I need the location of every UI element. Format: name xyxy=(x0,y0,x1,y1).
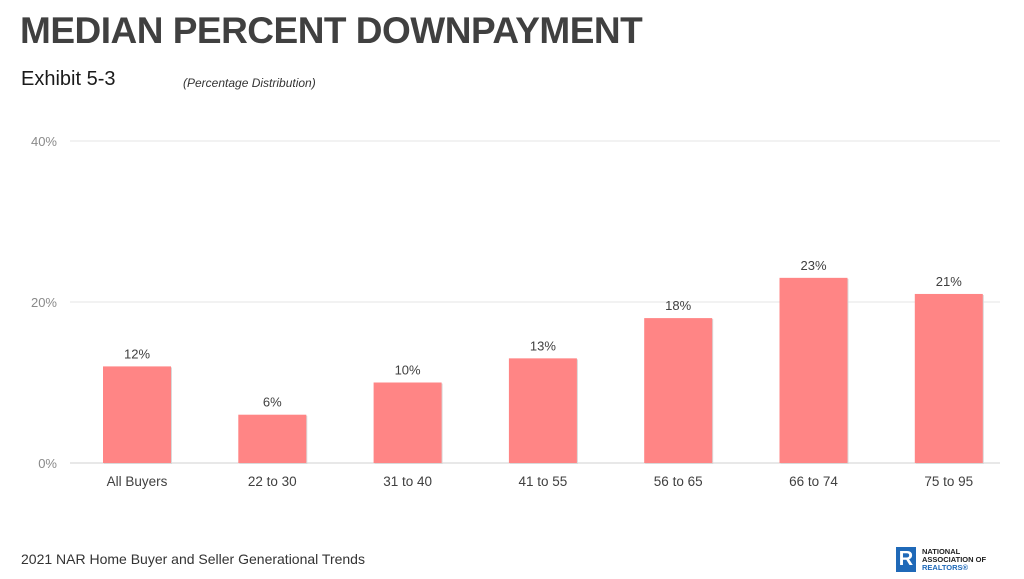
bar xyxy=(644,318,713,463)
bar xyxy=(508,358,577,463)
y-tick-label: 40% xyxy=(31,134,57,149)
x-tick-label: 56 to 65 xyxy=(654,474,703,489)
bar xyxy=(779,277,848,463)
realtor-r-icon: R xyxy=(896,547,916,572)
x-tick-label: 31 to 40 xyxy=(383,474,432,489)
bar xyxy=(238,414,307,463)
data-label: 13% xyxy=(530,338,556,353)
data-label: 6% xyxy=(263,395,282,410)
chart-subtitle: (Percentage Distribution) xyxy=(183,76,316,90)
logo-line: REALTORS® xyxy=(922,562,969,572)
logo-line: NATIONAL xyxy=(922,546,961,556)
data-label: 18% xyxy=(665,298,691,313)
y-tick-label: 20% xyxy=(31,295,57,310)
nar-logo: R NATIONAL ASSOCIATION OF REALTORS® xyxy=(896,547,986,572)
bar xyxy=(914,293,983,463)
data-label: 10% xyxy=(395,363,421,378)
x-tick-label: All Buyers xyxy=(107,474,168,489)
bar xyxy=(103,366,171,463)
x-tick-label: 41 to 55 xyxy=(519,474,568,489)
y-tick-label: 0% xyxy=(38,456,57,471)
x-tick-label: 66 to 74 xyxy=(789,474,838,489)
data-label: 23% xyxy=(800,258,826,273)
x-tick-label: 75 to 95 xyxy=(924,474,973,489)
data-label: 21% xyxy=(936,274,962,289)
source-footer: 2021 NAR Home Buyer and Seller Generatio… xyxy=(21,551,365,567)
chart-title: MEDIAN PERCENT DOWNPAYMENT xyxy=(20,10,643,51)
exhibit-label: Exhibit 5-3 xyxy=(21,68,116,90)
bar xyxy=(373,382,442,463)
data-label: 12% xyxy=(124,346,150,361)
x-tick-label: 22 to 30 xyxy=(248,474,297,489)
logo-line: ASSOCIATION OF xyxy=(922,554,987,564)
